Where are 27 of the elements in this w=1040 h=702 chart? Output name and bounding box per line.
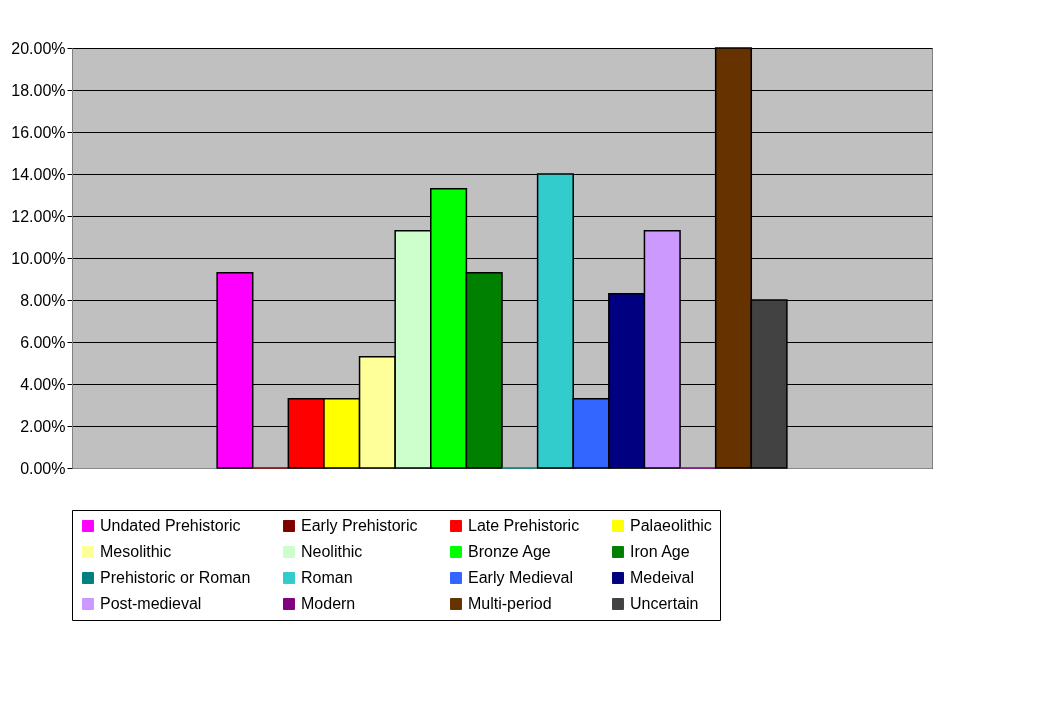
legend-label: Early Medieval [468,569,573,586]
legend-label: Multi-period [468,595,552,612]
legend-label: Neolithic [301,543,363,560]
legend-label: Iron Age [630,543,690,560]
legend-label: Late Prehistoric [468,517,580,534]
y-tick-label: 8.00% [20,291,66,309]
legend-label: Modern [301,595,356,612]
y-tick-label: 6.00% [20,333,66,351]
y-tick-label: 18.00% [11,81,66,99]
legend-label: Roman [301,569,353,586]
y-tick-label: 12.00% [11,207,66,225]
y-tick-label: 2.00% [20,417,66,435]
legend-label: Early Prehistoric [301,517,418,534]
y-tick-label: 10.00% [11,249,66,267]
legend-label: Palaeolithic [630,517,712,534]
legend-label: Medeival [630,569,695,586]
legend-label: Mesolithic [100,543,172,560]
legend-label: Prehistoric or Roman [100,569,251,586]
y-tick-label: 14.00% [11,165,66,183]
y-tick-label: 0.00% [20,459,66,477]
y-tick-label: 16.00% [11,123,66,141]
y-tick-label: 20.00% [11,39,66,57]
y-tick-label: 4.00% [20,375,66,393]
legend-label: Bronze Age [468,543,551,560]
legend-label: Post-medieval [100,595,202,612]
legend-label: Undated Prehistoric [100,517,241,534]
legend-label: Uncertain [630,595,699,612]
